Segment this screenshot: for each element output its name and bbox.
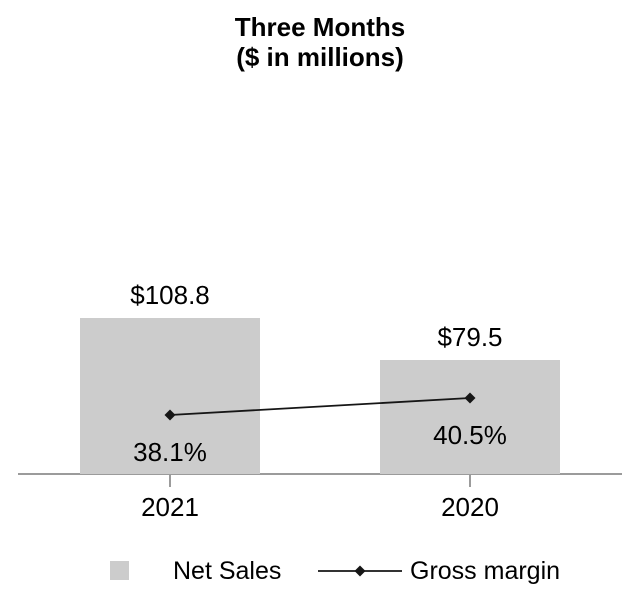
gross-margin-value-label: 40.5% [433, 420, 507, 450]
x-axis-label: 2021 [141, 492, 199, 522]
chart-title-line1: Three Months [234, 12, 406, 42]
chart-title-line2: ($ in millions) [236, 42, 404, 72]
x-axis-tick [469, 475, 471, 487]
legend-gross-margin-line-icon [318, 565, 402, 577]
chart-title: Three Months ($ in millions) [0, 12, 640, 72]
net-sales-bar [380, 360, 560, 474]
legend-net-sales-swatch [110, 561, 129, 580]
x-axis-label: 2020 [441, 492, 499, 522]
net-sales-value-label: $108.8 [130, 280, 210, 310]
legend: Net Sales Gross margin [0, 550, 640, 595]
net-sales-value-label: $79.5 [437, 322, 503, 352]
x-axis-line [18, 473, 622, 475]
gross-margin-value-label: 38.1% [133, 437, 207, 467]
x-axis-tick [169, 475, 171, 487]
net-sales-bar [80, 318, 260, 474]
legend-label-net-sales: Net Sales [173, 557, 282, 585]
legend-label-gross-margin: Gross margin [410, 557, 561, 585]
